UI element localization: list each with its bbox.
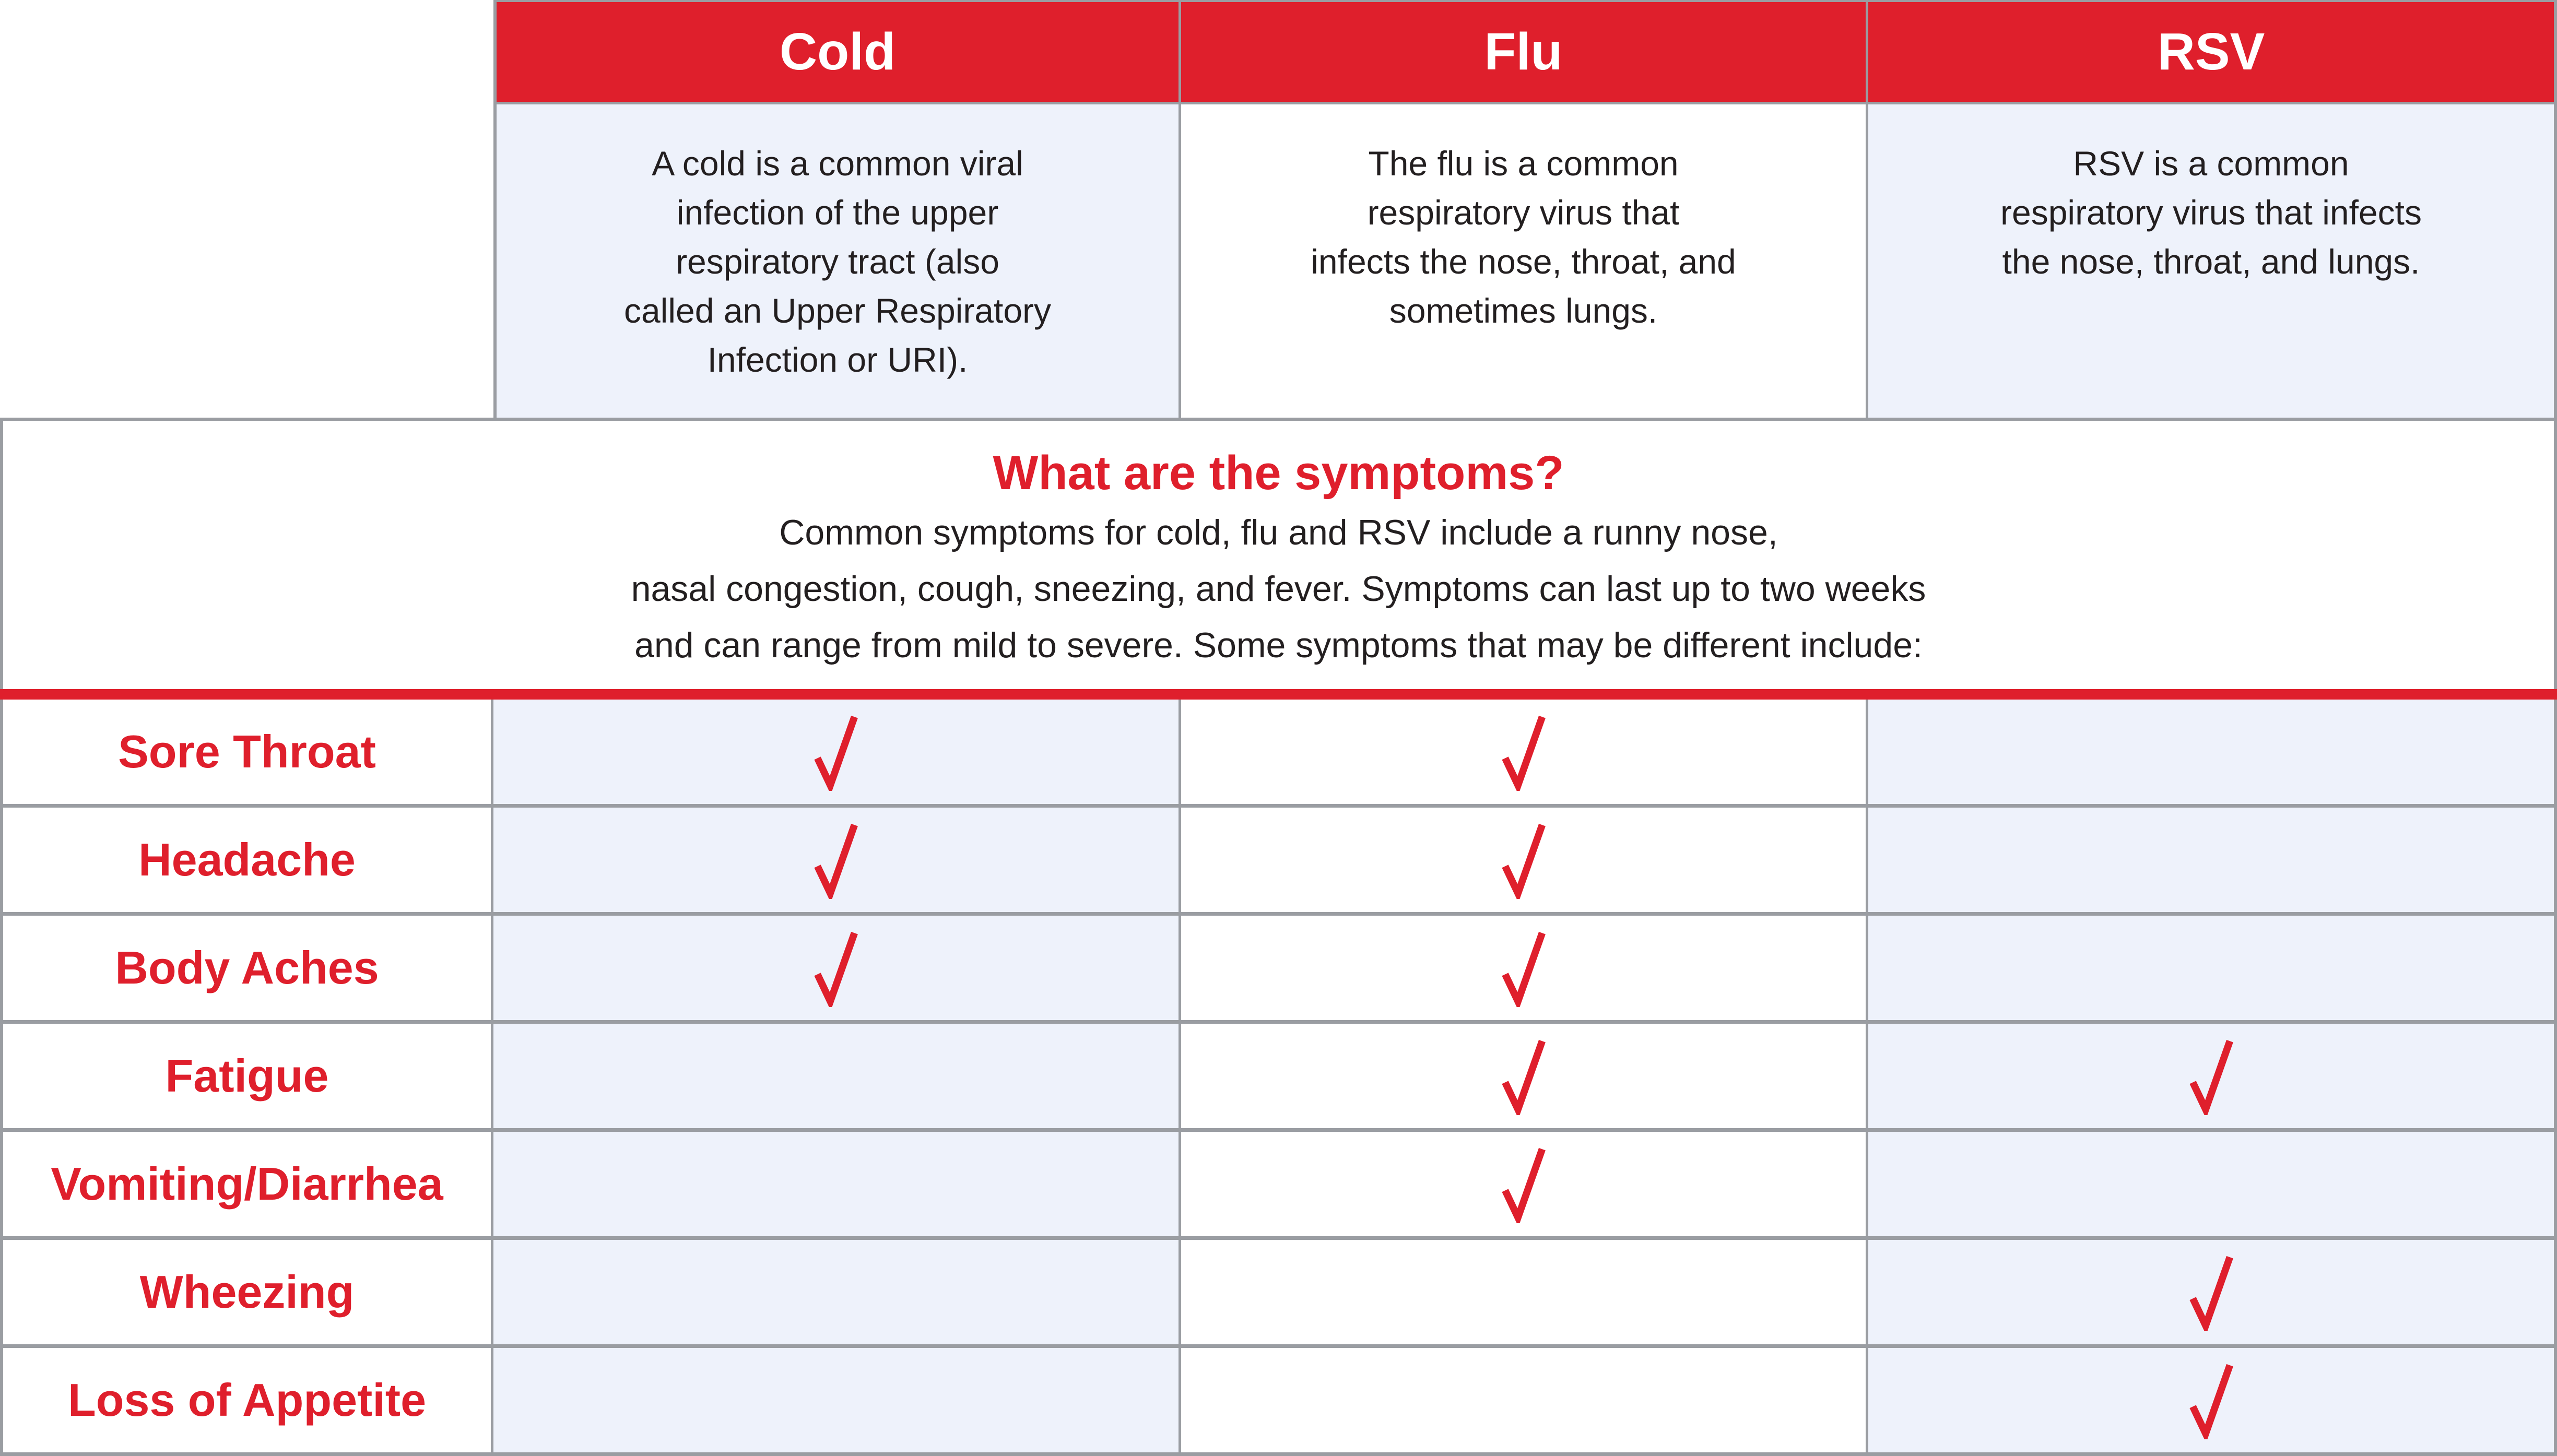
- symptom-label: Wheezing: [0, 1240, 493, 1344]
- symptoms-section-title: What are the symptoms?: [993, 446, 1564, 500]
- check-icon: [814, 715, 858, 791]
- symptom-cell-flu: [1181, 1348, 1868, 1452]
- illness-columns: Cold A cold is a common viral infection …: [493, 0, 2557, 418]
- symptom-row: Sore Throat: [0, 700, 2557, 808]
- check-icon: [1501, 715, 1546, 791]
- symptom-cell-cold: [493, 1240, 1181, 1344]
- symptom-row: Fatigue: [0, 1024, 2557, 1132]
- symptom-matrix: Sore Throat Headache Body Ac: [0, 700, 2557, 1456]
- symptom-cell-flu: [1181, 1240, 1868, 1344]
- symptom-cell-rsv: [1868, 1240, 2557, 1344]
- symptom-label: Headache: [0, 808, 493, 912]
- column-header-cold: Cold: [493, 0, 1181, 104]
- column-flu: Flu The flu is a common respiratory viru…: [1181, 0, 1868, 418]
- check-icon: [1501, 931, 1546, 1007]
- column-header-rsv: RSV: [1868, 0, 2557, 104]
- column-description-cold: A cold is a common viral infection of th…: [493, 104, 1181, 418]
- symptom-cell-cold: [493, 808, 1181, 912]
- symptom-label: Body Aches: [0, 916, 493, 1020]
- symptom-cell-flu: [1181, 1024, 1868, 1128]
- column-rsv: RSV RSV is a common respiratory virus th…: [1868, 0, 2557, 418]
- symptom-cell-rsv: [1868, 1024, 2557, 1128]
- check-icon: [2189, 1256, 2233, 1331]
- symptom-cell-flu: [1181, 1132, 1868, 1236]
- symptom-cell-cold: [493, 1348, 1181, 1452]
- check-icon: [814, 931, 858, 1007]
- symptoms-section-body: Common symptoms for cold, flu and RSV in…: [631, 513, 1926, 665]
- check-icon: [2189, 1039, 2233, 1115]
- column-description-rsv: RSV is a common respiratory virus that i…: [1868, 104, 2557, 418]
- column-cold: Cold A cold is a common viral infection …: [493, 0, 1181, 418]
- symptom-cell-cold: [493, 1024, 1181, 1128]
- symptom-cell-rsv: [1868, 700, 2557, 804]
- check-icon: [2189, 1364, 2233, 1439]
- column-description-flu: The flu is a common respiratory virus th…: [1181, 104, 1868, 418]
- symptom-cell-cold: [493, 700, 1181, 804]
- symptom-cell-flu: [1181, 916, 1868, 1020]
- symptom-row: Wheezing: [0, 1240, 2557, 1348]
- symptom-cell-rsv: [1868, 1348, 2557, 1452]
- red-divider: [0, 689, 2557, 700]
- symptom-row: Loss of Appetite: [0, 1348, 2557, 1456]
- symptom-cell-flu: [1181, 808, 1868, 912]
- symptom-cell-flu: [1181, 700, 1868, 804]
- symptom-cell-cold: [493, 1132, 1181, 1236]
- symptom-cell-rsv: [1868, 808, 2557, 912]
- symptom-label: Vomiting/Diarrhea: [0, 1132, 493, 1236]
- check-icon: [1501, 1147, 1546, 1223]
- symptom-cell-cold: [493, 916, 1181, 1020]
- column-header-flu: Flu: [1181, 0, 1868, 104]
- check-icon: [1501, 823, 1546, 899]
- symptom-cell-rsv: [1868, 1132, 2557, 1236]
- symptom-row: Headache: [0, 808, 2557, 916]
- symptom-row: Vomiting/Diarrhea: [0, 1132, 2557, 1240]
- symptoms-section: What are the symptoms? Common symptoms f…: [0, 418, 2557, 689]
- check-icon: [1501, 1039, 1546, 1115]
- symptom-label: Loss of Appetite: [0, 1348, 493, 1452]
- symptom-cell-rsv: [1868, 916, 2557, 1020]
- symptom-row: Body Aches: [0, 916, 2557, 1024]
- symptom-label: Fatigue: [0, 1024, 493, 1128]
- check-icon: [814, 823, 858, 899]
- symptom-label: Sore Throat: [0, 700, 493, 804]
